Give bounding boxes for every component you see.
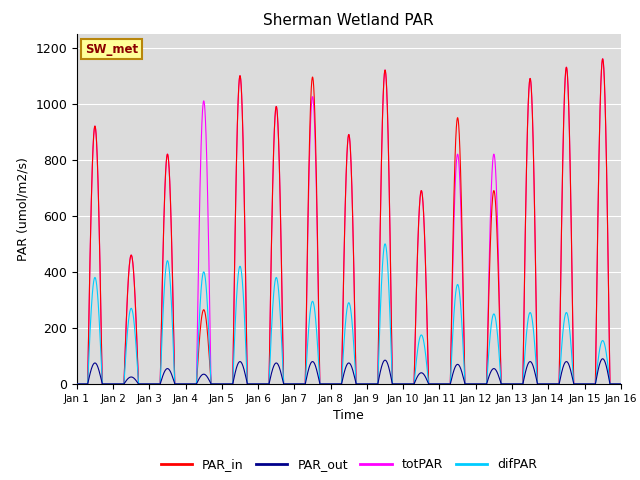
Legend: PAR_in, PAR_out, totPAR, difPAR: PAR_in, PAR_out, totPAR, difPAR bbox=[156, 453, 542, 476]
Y-axis label: PAR (umol/m2/s): PAR (umol/m2/s) bbox=[17, 157, 29, 261]
Title: Sherman Wetland PAR: Sherman Wetland PAR bbox=[264, 13, 434, 28]
Text: SW_met: SW_met bbox=[85, 43, 138, 56]
X-axis label: Time: Time bbox=[333, 409, 364, 422]
